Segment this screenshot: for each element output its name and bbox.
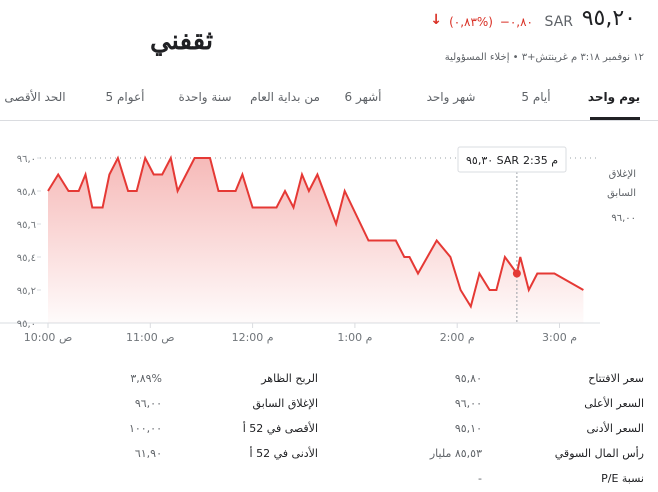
- x-tick-label: 12:00 م: [232, 331, 274, 344]
- tab[interactable]: 6 أشهر: [344, 90, 382, 104]
- previous-close-label: السابق: [607, 188, 636, 199]
- tab[interactable]: شهر واحد: [426, 90, 476, 104]
- hover-point: [512, 269, 521, 278]
- currency: SAR: [544, 14, 573, 30]
- x-tick-label: 3:00 م: [542, 331, 577, 344]
- stat-value: ٨٥,٥٣ مليار: [429, 447, 482, 460]
- price-area: [48, 158, 584, 323]
- y-tick-label: ٩٥,٤: [17, 253, 36, 264]
- timestamp: ١٢ نوفمبر ٣:١٨ م غرينتش+٣ • إخلاء المسؤو…: [444, 52, 644, 63]
- tab[interactable]: 5 أعوام: [105, 90, 145, 104]
- logo: ثقفني: [150, 26, 214, 56]
- down-arrow: ↓: [430, 12, 442, 28]
- stat-value: ١٠٠,٠٠: [128, 422, 162, 435]
- price-change: −٠,٨٠: [499, 15, 533, 29]
- chart: ٩٦,٠ ٩٥,٨ ٩٥,٦ ٩٥,٤ ٩٥,٢ ٩٥,٠10:00 ص 11:00 ص 12…: [0, 146, 636, 344]
- y-tick-label: ٩٥,٢: [17, 286, 36, 297]
- tab[interactable]: 5 أيام: [521, 90, 551, 104]
- stat-label: الإغلاق السابق: [252, 397, 318, 410]
- stat-label: رأس المال السوقي: [554, 447, 644, 460]
- stat-value: ٦١,٩٠: [134, 447, 162, 460]
- tab[interactable]: الحد الأقصى: [4, 90, 66, 104]
- x-tick-label: 11:00 ص: [126, 331, 175, 344]
- tab[interactable]: سنة واحدة: [178, 90, 232, 104]
- y-tick-label: ٩٦,٠: [17, 154, 36, 165]
- tab[interactable]: من بداية العام: [250, 90, 320, 104]
- stat-label: نسبة P/E: [601, 472, 644, 485]
- tooltip-time: 2:35 م: [523, 154, 558, 167]
- x-tick-label: 2:00 م: [440, 331, 475, 344]
- stat-label: الأدنى في 52 أ: [249, 447, 318, 460]
- tab-underline: [590, 117, 640, 120]
- stat-value: ٩٦,٠٠: [454, 397, 482, 410]
- price-change-percent: (٠,٨٣%): [449, 15, 493, 29]
- previous-close-value: ٩٦,٠٠: [611, 213, 636, 224]
- stat-label: سعر الافتتاح: [588, 372, 644, 385]
- tab[interactable]: يوم واحد: [587, 90, 641, 104]
- tooltip-box: [457, 146, 567, 173]
- x-tick-label: 1:00 م: [337, 331, 372, 344]
- x-tick-label: 10:00 ص: [24, 331, 73, 344]
- stat-label: الربح الظاهر: [261, 372, 318, 385]
- stat-label: السعر الأدنى: [586, 422, 644, 435]
- stat-value: ٩٥,١٠: [454, 422, 482, 435]
- price-line: [47, 155, 584, 310]
- price: ٩٥,٢٠: [581, 6, 636, 31]
- stat-value: ٩٥,٨٠: [454, 372, 482, 385]
- y-tick-label: ٩٥,٠: [17, 319, 36, 330]
- previous-close-label: الإغلاق: [609, 169, 636, 180]
- stat-value: %٣,٨٩: [130, 372, 162, 385]
- stat-label: الأقصى في 52 أ: [242, 422, 318, 435]
- stat-value: ٩٦,٠٠: [134, 397, 162, 410]
- y-tick-label: ٩٥,٦: [17, 220, 36, 231]
- divider: [0, 120, 658, 121]
- tooltip-price: ٩٥,٣٠ SAR: [466, 154, 519, 167]
- y-tick-label: ٩٥,٨: [17, 187, 37, 198]
- stat-label: السعر الأعلى: [584, 397, 644, 410]
- stat-value: -: [478, 472, 482, 485]
